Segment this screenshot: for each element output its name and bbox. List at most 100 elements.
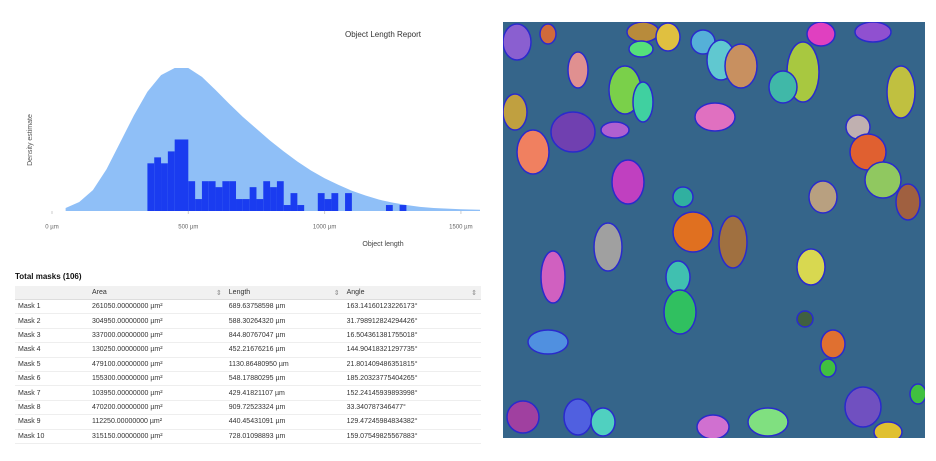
table-row: Mask 4 130250.00000000 µm² 452.21676216 µm…: [15, 342, 481, 358]
table-cell: 548.17880295 µm: [225, 371, 344, 387]
table-row: Mask 9 112250.00000000 µm² 440.45431091 µm…: [15, 414, 481, 430]
histogram-bar: [174, 139, 182, 211]
table-cell: 429.41821107 µm: [225, 385, 344, 401]
histogram-bar: [283, 205, 291, 211]
y-axis-label: Density estimate: [27, 114, 34, 166]
table-cell: 112250.00000000 µm²: [89, 414, 226, 430]
table-cell: 479100.00000000 µm²: [89, 357, 226, 372]
table-cell: 155300.00000000 µm²: [89, 371, 226, 387]
header-text: Angle: [346, 289, 365, 296]
sort-icon[interactable]: ⇕: [471, 290, 477, 297]
header-cell[interactable]: Angle ⇕: [343, 286, 481, 300]
histogram-bar: [229, 181, 237, 211]
header-text: Area: [92, 289, 107, 296]
sort-icon[interactable]: ⇕: [215, 290, 222, 297]
header-cell[interactable]: Length ⇕: [225, 286, 344, 300]
histogram-bar: [181, 139, 189, 211]
x-tick-label: 500 µm: [178, 225, 198, 231]
sort-icon[interactable]: ⇕: [333, 290, 340, 297]
table-cell: 470200.00000000 µm²: [89, 400, 226, 416]
table-row: Mask 8 470200.00000000 µm² 909.72523324 µm…: [15, 400, 481, 416]
table: Area ⇕ Length ⇕ Angle ⇕ Mask 1 261050.00000000 …: [15, 286, 481, 444]
header-row: Area ⇕ Length ⇕ Angle ⇕: [15, 286, 481, 300]
chart-title: Object Length Report: [345, 30, 422, 39]
table-cell: 103950.00000000 µm²: [89, 385, 226, 401]
table-cell: 261050.00000000 µm²: [89, 299, 226, 315]
table-cell: 909.72523324 µm: [225, 400, 344, 416]
table-cell: 159.07549825567883°: [343, 429, 481, 444]
table-title: Total masks (106): [15, 272, 82, 281]
header-cell: [15, 286, 89, 300]
histogram-bar: [215, 187, 223, 211]
table-cell: Mask 10: [15, 429, 89, 444]
histogram-bar: [331, 193, 339, 211]
histogram-bar: [317, 193, 325, 211]
segmentation-image: [503, 22, 925, 438]
histogram-bar: [242, 199, 250, 211]
table-cell: Mask 1: [15, 299, 89, 315]
table-row: Mask 6 155300.00000000 µm² 548.17880295 µm…: [15, 371, 481, 387]
histogram-bar: [154, 157, 162, 211]
table-cell: 315150.00000000 µm²: [89, 429, 226, 444]
table-row: Mask 3 337000.00000000 µm² 844.80767047 µm…: [15, 328, 481, 344]
table-row: Mask 10 315150.00000000 µm² 728.01098893 µ…: [15, 429, 481, 444]
histogram-bar: [399, 205, 407, 211]
table-cell: 728.01098893 µm: [225, 429, 344, 444]
table-cell: 185.20323775404265°: [343, 371, 481, 387]
table-cell: 452.21676216 µm: [225, 342, 344, 358]
histogram-bar: [249, 187, 257, 211]
histogram-bar: [167, 151, 175, 211]
table-cell: 152.24145939893998°: [343, 385, 481, 401]
table-cell: 31.798912824294426°: [343, 313, 481, 329]
table-cell: 33.340787346477°: [343, 400, 481, 416]
histogram-bar: [324, 199, 332, 211]
x-axis-label: Object length: [362, 241, 403, 248]
histogram-bar: [222, 181, 230, 211]
header-cell[interactable]: Area ⇕: [89, 286, 226, 300]
histogram-bar: [256, 199, 264, 211]
table-cell: 130250.00000000 µm²: [89, 342, 226, 358]
table-cell: 689.63758598 µm: [225, 299, 344, 315]
header-text: Length: [228, 289, 251, 296]
table-cell: 144.90418321297735°: [343, 342, 481, 358]
table-row: Mask 1 261050.00000000 µm² 689.63758598 µm…: [15, 299, 481, 315]
histogram-bar: [208, 181, 216, 211]
table-cell: 588.30264320 µm: [225, 313, 344, 329]
x-tick-label: 1000 µm: [313, 225, 336, 231]
histogram-bar: [297, 205, 305, 211]
chart: Object Length Report Density estimate Ob…: [27, 30, 481, 248]
table-row: Mask 7 103950.00000000 µm² 429.41821107 µm…: [15, 385, 481, 401]
histogram-bar: [385, 205, 393, 211]
table-cell: 440.45431091 µm: [225, 414, 344, 430]
histogram-bar: [201, 181, 209, 211]
histogram-bar: [236, 199, 243, 211]
table-cell: Mask 8: [15, 400, 89, 416]
table-cell: 163.14160123226173°: [343, 299, 481, 315]
table-cell: Mask 2: [15, 313, 89, 329]
table-cell: 21.801409486351815°: [343, 357, 481, 372]
table-cell: 16.504361381755018°: [343, 328, 481, 344]
histogram-bar: [188, 181, 196, 211]
histogram-bar: [290, 193, 298, 211]
x-tick-label: 1500 µm: [449, 225, 472, 231]
table-cell: Mask 3: [15, 328, 89, 344]
histogram-bar: [161, 163, 168, 211]
histogram-bar: [263, 181, 271, 211]
table-cell: 844.80767047 µm: [225, 328, 344, 344]
mask-table: Total masks (106) Area ⇕ Length ⇕ Angle ⇕ Mask…: [15, 268, 481, 444]
table-cell: 304950.00000000 µm²: [89, 313, 226, 329]
histogram-bar: [147, 163, 155, 211]
table-cell: Mask 6: [15, 371, 89, 387]
x-tick-label: 0 µm: [45, 225, 58, 231]
histogram-bar: [195, 199, 202, 211]
table-row: Mask 5 479100.00000000 µm² 1130.86480950 µ…: [15, 357, 481, 372]
histogram-bar: [345, 193, 352, 211]
histogram-bar: [270, 187, 277, 211]
table-cell: Mask 9: [15, 414, 89, 430]
table-cell: Mask 5: [15, 357, 89, 372]
table-cell: 1130.86480950 µm: [225, 357, 344, 372]
table-row: Mask 2 304950.00000000 µm² 588.30264320 µm…: [15, 313, 481, 329]
table-cell: 337000.00000000 µm²: [89, 328, 226, 344]
table-cell: Mask 4: [15, 342, 89, 358]
